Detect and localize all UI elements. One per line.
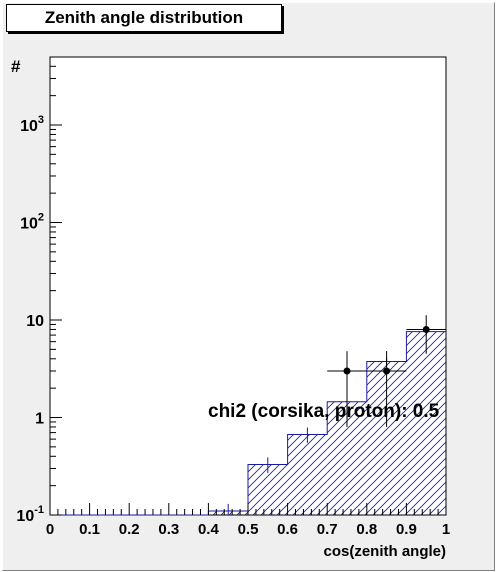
y-tick-label: 103	[20, 114, 44, 135]
histogram-outline	[50, 331, 446, 516]
x-tick-label: 0.2	[119, 521, 140, 538]
y-tick-label: 102	[20, 212, 44, 233]
x-tick-label: 0.3	[158, 521, 179, 538]
x-tick-label: 0.9	[396, 521, 417, 538]
y-tick-label: 10	[26, 313, 44, 330]
chart-title: Zenith angle distribution	[6, 4, 282, 32]
y-tick-label: 1	[35, 411, 44, 428]
y-tick-label: 10-1	[16, 504, 44, 525]
x-tick-label: 0.7	[317, 521, 338, 538]
y-axis-label: #	[11, 57, 21, 76]
chi2-annotation: chi2 (corsika, proton): 0.5	[208, 401, 440, 422]
x-tick-label: 0.6	[277, 521, 298, 538]
x-tick-label: 0.8	[356, 521, 377, 538]
x-tick-label: 0.1	[79, 521, 100, 538]
data-point	[343, 367, 351, 375]
x-tick-label: 0.5	[238, 521, 259, 538]
histogram-bar	[287, 434, 328, 515]
data-point	[383, 367, 391, 375]
x-tick-label: 1	[442, 521, 450, 538]
histogram-bar	[406, 331, 446, 515]
x-tick-label: 0	[46, 521, 54, 538]
x-axis-label: cos(zenith angle)	[323, 543, 446, 560]
data-point	[422, 325, 430, 333]
x-tick-label: 0.4	[198, 521, 220, 538]
